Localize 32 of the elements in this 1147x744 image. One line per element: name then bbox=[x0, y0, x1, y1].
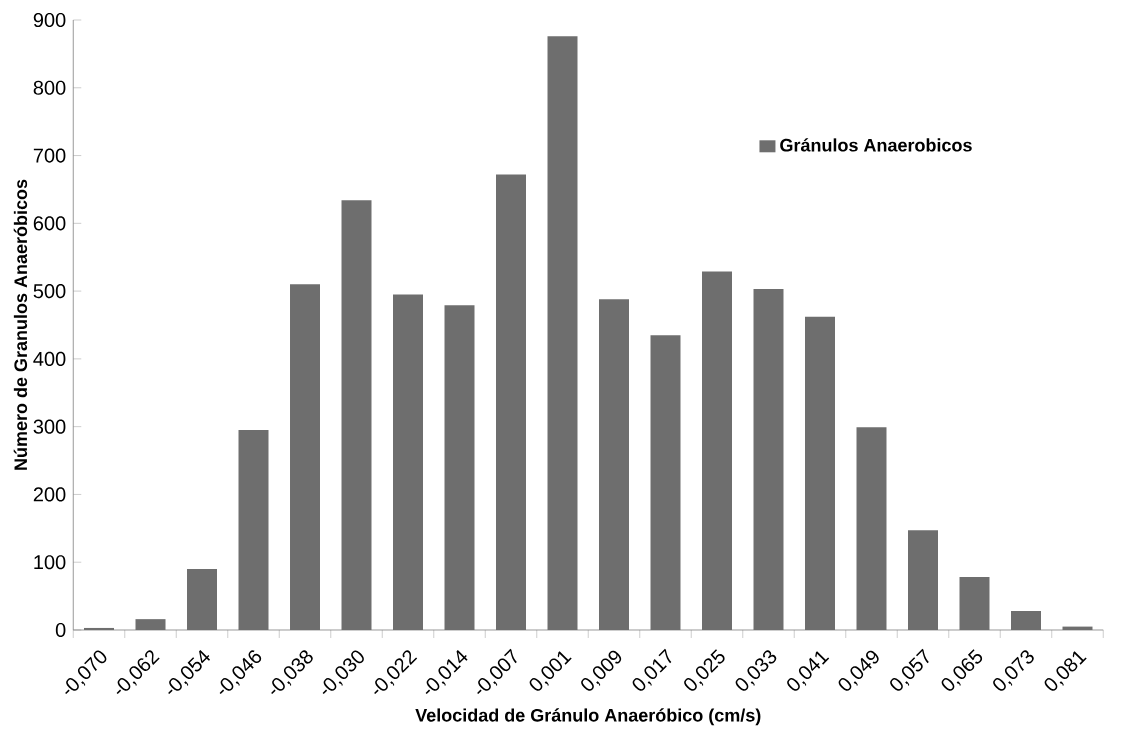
y-tick-label: 400 bbox=[33, 351, 66, 366]
bar bbox=[753, 289, 784, 630]
y-tick-label: 500 bbox=[33, 284, 66, 299]
bar bbox=[702, 271, 732, 630]
bar bbox=[290, 284, 320, 630]
y-tick-label: 800 bbox=[33, 80, 66, 95]
bar bbox=[135, 619, 166, 630]
bar bbox=[393, 294, 423, 630]
bar bbox=[444, 305, 475, 630]
bar bbox=[496, 174, 526, 630]
bar bbox=[84, 627, 115, 630]
y-tick-label: 900 bbox=[33, 12, 66, 28]
y-tick-label: 100 bbox=[34, 555, 66, 570]
bar bbox=[238, 430, 269, 630]
bar bbox=[650, 335, 681, 630]
x-axis-title: Velocidad de Gránulo Anaeróbico (cm/s) bbox=[415, 708, 761, 726]
y-tick-label: 700 bbox=[33, 148, 66, 163]
bar bbox=[805, 316, 835, 630]
y-tick-label: 600 bbox=[33, 216, 66, 231]
legend-label: Gránulos Anaerobicos bbox=[780, 138, 972, 152]
y-tick-label: 300 bbox=[33, 419, 66, 434]
bar bbox=[1011, 611, 1041, 630]
y-tick-label: 0 bbox=[55, 622, 66, 638]
bar bbox=[908, 530, 938, 630]
bar bbox=[547, 36, 578, 630]
bar bbox=[341, 200, 372, 630]
bar bbox=[599, 299, 629, 630]
y-axis-title: Número de Granulos Anaeróbicos bbox=[13, 179, 28, 470]
bar bbox=[187, 568, 217, 630]
bar bbox=[856, 427, 887, 630]
bar bbox=[959, 577, 990, 630]
y-tick-label: 200 bbox=[33, 487, 66, 502]
